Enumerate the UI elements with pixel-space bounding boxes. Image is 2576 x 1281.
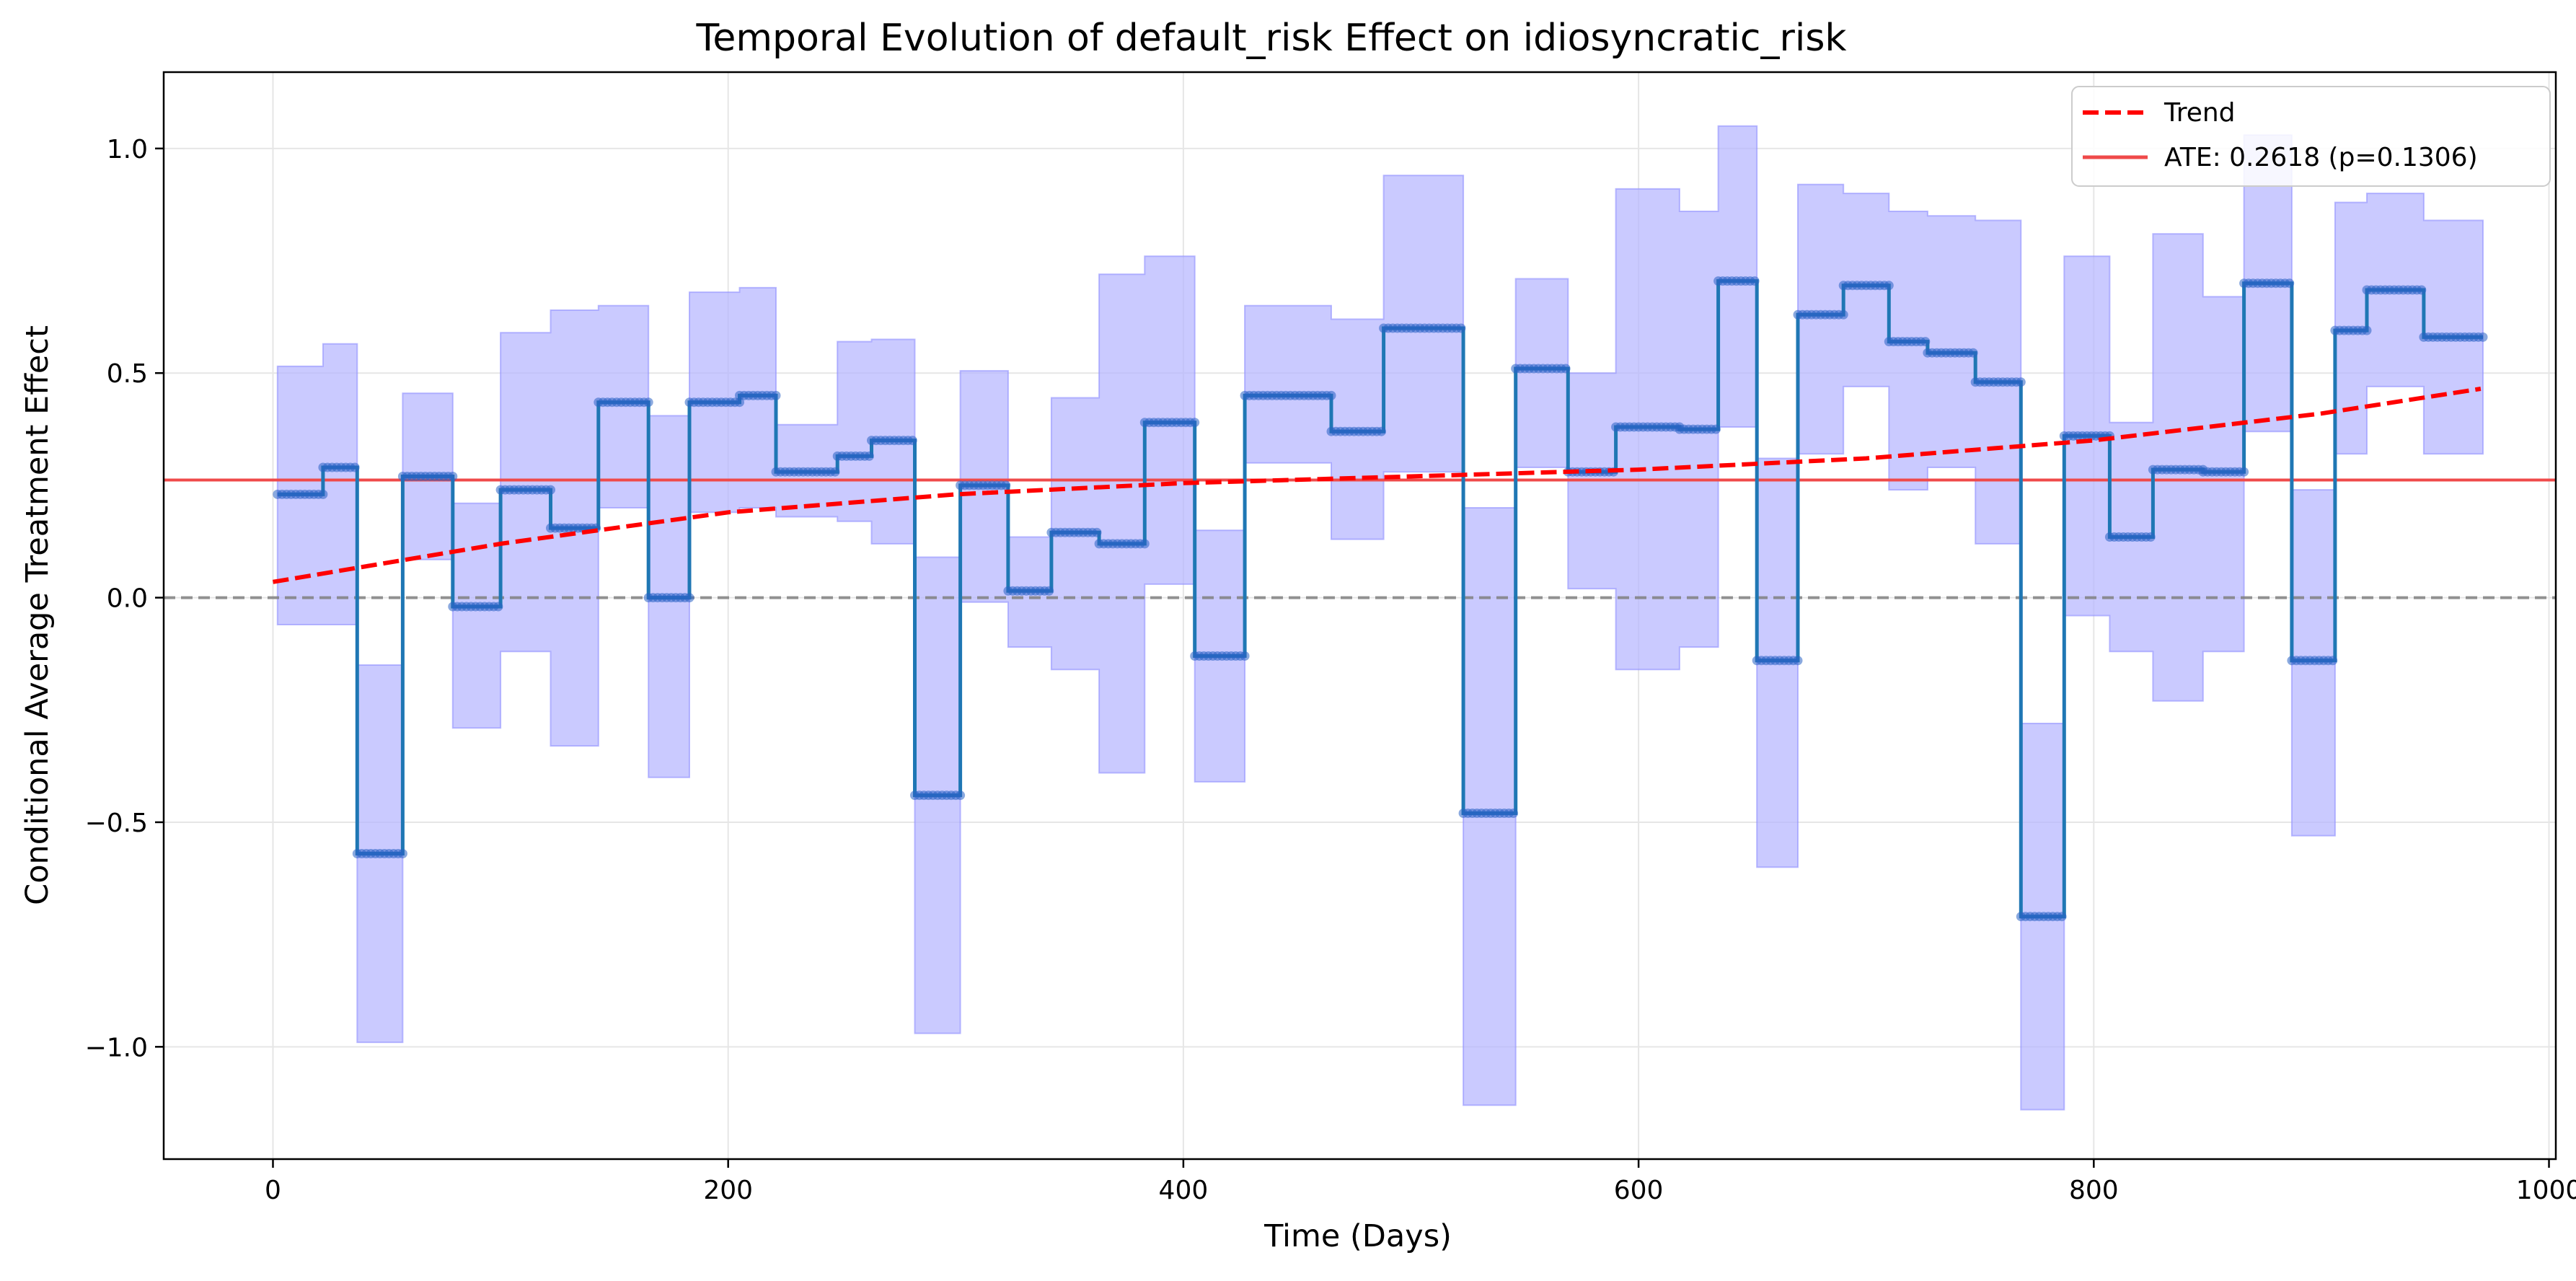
cate-point xyxy=(2328,656,2338,666)
x-tick-label: 1000 xyxy=(2516,1176,2576,1205)
legend-box xyxy=(2071,86,2551,187)
y-tick-label: 1.0 xyxy=(107,135,148,164)
reference-lines xyxy=(164,478,2556,599)
cate-point xyxy=(2285,278,2295,289)
x-tick-label: 400 xyxy=(1159,1176,1209,1205)
cate-point xyxy=(448,472,458,481)
cate-point xyxy=(643,397,653,408)
cate-point xyxy=(1793,656,1803,666)
chart-title: Temporal Evolution of default_risk Effec… xyxy=(695,17,1846,60)
x-tick-label: 800 xyxy=(2069,1176,2119,1205)
cate-point xyxy=(1092,527,1102,537)
cate-point xyxy=(1509,809,1518,818)
x-tick-label: 0 xyxy=(265,1176,281,1205)
cate-point xyxy=(1884,281,1894,291)
cate-point xyxy=(1561,364,1571,374)
y-tick-label: 0.5 xyxy=(107,359,148,389)
cate-point xyxy=(907,436,917,446)
cate-point xyxy=(2145,532,2156,542)
axis-ticks: 0 200 400 600 800 1000 −1.0 −0.5 0.0 0.5 1.0 xyxy=(85,135,2576,1205)
cate-point xyxy=(1326,390,1336,400)
cate-point xyxy=(1968,348,1978,358)
cate-point xyxy=(1920,337,1931,347)
cate-point xyxy=(1711,424,1721,434)
cate-point xyxy=(1139,539,1150,549)
cate-series xyxy=(273,276,2488,922)
cate-point xyxy=(684,593,694,603)
cate-point xyxy=(2057,912,2067,922)
cate-point xyxy=(397,849,407,858)
cate-point xyxy=(1456,323,1466,333)
x-tick-label: 600 xyxy=(1614,1176,1664,1205)
plot-area-frame xyxy=(162,71,2557,1161)
cate-point xyxy=(1240,651,1250,661)
cate-point xyxy=(1838,309,1848,320)
cate-point xyxy=(771,390,781,400)
y-tick-label: 0.0 xyxy=(107,584,148,614)
cate-point xyxy=(1750,276,1760,286)
legend: Trend ATE: 0.2618 (p=0.1306) xyxy=(2071,86,2551,187)
cate-point xyxy=(2417,285,2427,295)
cate-point xyxy=(956,791,966,801)
cate-point xyxy=(2478,332,2488,342)
legend-ate-label: ATE: 0.2618 (p=0.1306) xyxy=(2164,143,2478,172)
x-axis-label: Time (Days) xyxy=(1263,1218,1452,1254)
cate-line xyxy=(277,279,2483,919)
trend-series xyxy=(273,387,2482,584)
y-tick-label: −0.5 xyxy=(85,809,148,838)
cate-point xyxy=(350,462,360,472)
cate-point xyxy=(1001,480,1011,490)
cate-point xyxy=(1190,418,1200,428)
cate-point xyxy=(830,467,840,477)
cate-point xyxy=(493,602,503,612)
x-tick-label: 200 xyxy=(703,1176,753,1205)
cate-point xyxy=(864,451,874,461)
cate-point xyxy=(2362,325,2372,335)
cate-point xyxy=(2016,377,2026,387)
cate-point xyxy=(1377,426,1386,436)
cate-point xyxy=(546,485,555,495)
cate-point xyxy=(1044,586,1054,596)
cate-point xyxy=(2239,467,2249,477)
legend-trend-label: Trend xyxy=(2163,98,2236,128)
cate-point xyxy=(735,397,744,408)
y-tick-label: −1.0 xyxy=(85,1033,148,1062)
y-axis-label: Conditional Average Treatment Effect xyxy=(19,325,56,905)
trend-line xyxy=(273,387,2482,584)
cate-point xyxy=(318,489,328,499)
